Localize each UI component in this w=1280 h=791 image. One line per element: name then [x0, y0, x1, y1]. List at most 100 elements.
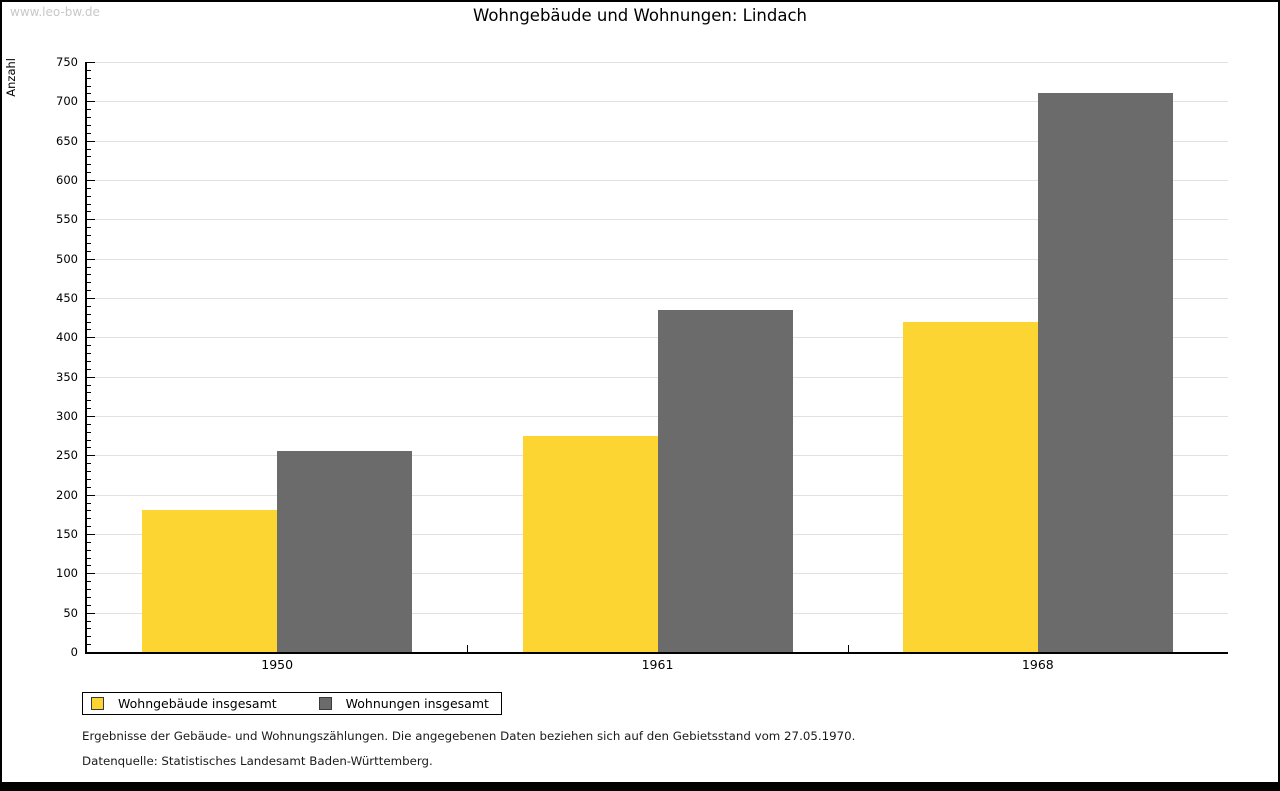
y-minor-tick — [87, 353, 91, 355]
y-minor-tick — [87, 85, 91, 87]
y-minor-tick — [87, 628, 91, 630]
y-minor-tick — [87, 211, 91, 213]
y-minor-tick — [87, 541, 91, 543]
gridline — [87, 62, 1228, 63]
y-major-tick — [87, 337, 95, 339]
y-minor-tick — [87, 636, 91, 638]
y-major-tick — [87, 455, 95, 457]
y-major-tick — [87, 258, 95, 260]
y-tick-label: 200 — [56, 487, 78, 502]
y-major-tick — [87, 219, 95, 221]
y-minor-tick — [87, 242, 91, 244]
y-major-tick — [87, 573, 95, 575]
legend-swatch-wohnungen — [318, 697, 332, 710]
gridline — [87, 101, 1228, 103]
legend-label-wohngebaeude: Wohngebäude insgesamt — [118, 696, 277, 711]
y-minor-tick — [87, 313, 91, 315]
gridline — [87, 219, 1228, 221]
y-minor-tick — [87, 124, 91, 126]
x-tick-label: 1961 — [641, 657, 674, 672]
x-axis-group-tick — [847, 645, 849, 652]
y-major-tick — [87, 494, 95, 496]
y-tick-label: 550 — [56, 212, 78, 227]
x-axis-group-tick — [467, 645, 469, 652]
y-tick-label: 700 — [56, 94, 78, 109]
y-major-tick — [87, 534, 95, 535]
y-tick-label: 50 — [63, 605, 78, 620]
y-minor-tick — [87, 329, 91, 331]
gridline — [87, 298, 1228, 299]
y-tick-label: 750 — [56, 55, 78, 69]
plot-area — [85, 62, 1228, 654]
y-minor-tick — [87, 463, 91, 465]
y-minor-tick — [87, 549, 91, 551]
y-tick-label: 150 — [56, 527, 78, 541]
y-tick-label: 300 — [56, 409, 78, 423]
y-major-tick — [87, 140, 95, 142]
x-tick-label: 1968 — [1021, 657, 1054, 672]
legend-label-wohnungen: Wohnungen insgesamt — [345, 696, 489, 711]
y-tick-label: 250 — [56, 448, 78, 463]
y-minor-tick — [87, 195, 91, 197]
gridline — [87, 140, 1228, 142]
y-minor-tick — [87, 518, 91, 520]
bar-1968-wohnungen — [1037, 93, 1173, 652]
bar-1968-wohngebaeude — [902, 321, 1038, 652]
footnote-source-note: Ergebnisse der Gebäude- und Wohnungszähl… — [82, 729, 856, 743]
y-minor-tick — [87, 203, 91, 205]
y-minor-tick — [87, 486, 91, 488]
y-minor-tick — [87, 250, 91, 252]
y-major-tick — [87, 62, 95, 63]
y-major-tick — [87, 101, 95, 103]
y-minor-tick — [87, 423, 91, 425]
y-minor-tick — [87, 227, 91, 229]
y-minor-tick — [87, 172, 91, 174]
y-minor-tick — [87, 471, 91, 473]
y-minor-tick — [87, 596, 91, 598]
y-minor-tick — [87, 644, 91, 646]
y-minor-tick — [87, 502, 91, 504]
y-minor-tick — [87, 360, 91, 362]
footnote-data-source: Datenquelle: Statistisches Landesamt Bad… — [82, 754, 433, 768]
legend: Wohngebäude insgesamt Wohnungen insgesam… — [82, 692, 502, 715]
y-minor-tick — [87, 93, 91, 95]
y-minor-tick — [87, 305, 91, 307]
y-minor-tick — [87, 187, 91, 189]
y-tick-label: 650 — [56, 133, 78, 148]
y-minor-tick — [87, 117, 91, 119]
y-minor-tick — [87, 557, 91, 559]
y-minor-tick — [87, 109, 91, 111]
y-minor-tick — [87, 510, 91, 512]
bar-1961-wohngebaeude — [522, 435, 658, 652]
y-tick-label: 500 — [56, 251, 78, 266]
y-minor-tick — [87, 266, 91, 268]
y-minor-tick — [87, 345, 91, 347]
y-tick-label: 100 — [56, 566, 78, 581]
y-tick-label: 350 — [56, 369, 78, 384]
y-tick-label: 600 — [56, 173, 78, 187]
legend-item-wohngebaeude: Wohngebäude insgesamt — [91, 696, 277, 711]
bar-1961-wohnungen — [657, 309, 793, 652]
y-minor-tick — [87, 164, 91, 166]
gridline — [87, 258, 1228, 260]
gridline — [87, 180, 1228, 181]
y-major-tick — [87, 416, 95, 417]
y-major-tick — [87, 612, 95, 614]
y-minor-tick — [87, 581, 91, 583]
y-minor-tick — [87, 148, 91, 150]
y-minor-tick — [87, 282, 91, 284]
y-minor-tick — [87, 620, 91, 622]
legend-item-wohnungen: Wohnungen insgesamt — [318, 696, 489, 711]
y-minor-tick — [87, 156, 91, 158]
y-minor-tick — [87, 447, 91, 449]
y-major-tick — [87, 376, 95, 378]
y-axis-tick-labels: 0 50 100 150 200 250 300 350 400 450 500 550 600 650 7… — [2, 55, 78, 659]
y-minor-tick — [87, 132, 91, 134]
y-minor-tick — [87, 368, 91, 370]
y-tick-label: 400 — [56, 330, 78, 345]
y-minor-tick — [87, 290, 91, 292]
x-axis-tick-labels: 1950 1961 1968 — [87, 657, 1228, 673]
chart-title: Wohngebäude und Wohnungen: Lindach — [472, 6, 808, 25]
y-minor-tick — [87, 589, 91, 591]
